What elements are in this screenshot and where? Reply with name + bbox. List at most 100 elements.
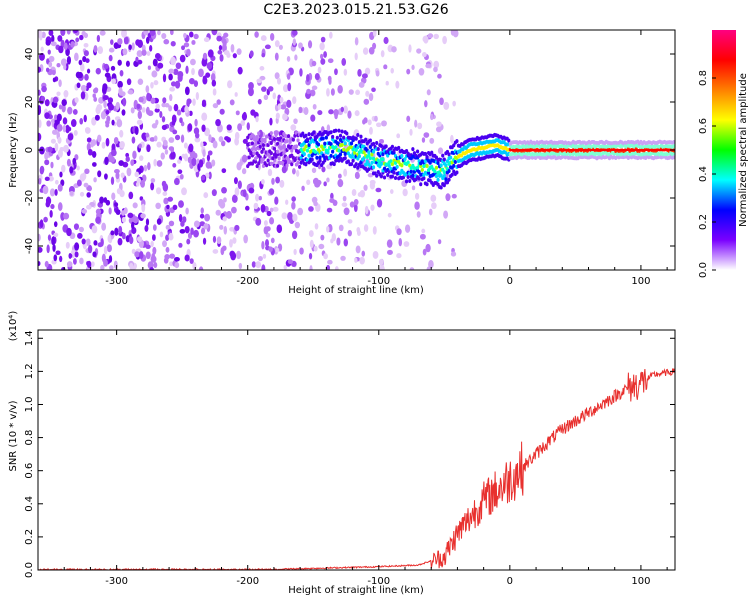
- spectrogram-cell: [291, 196, 296, 202]
- spectrogram-cell: [143, 30, 149, 36]
- spectrogram-ridge-cell: [329, 130, 333, 135]
- spectrogram-cell: [146, 144, 151, 153]
- spectrogram-cell: [131, 42, 135, 51]
- spectrogram-cell: [92, 251, 97, 258]
- spectrogram-ridge-cell: [450, 172, 454, 177]
- spectrogram-cell: [368, 92, 374, 102]
- spectrogram-cell: [118, 160, 125, 166]
- spectrogram-cell: [119, 190, 125, 198]
- spectrogram-cell: [53, 254, 58, 262]
- spectrogram-cell: [105, 120, 110, 125]
- spectrogram-cell: [53, 232, 59, 238]
- spectrogram-cell: [150, 240, 154, 248]
- spectrogram-cell: [242, 189, 247, 198]
- snr-frame: [37, 329, 676, 571]
- spectrogram-cell: [363, 98, 370, 105]
- spectrogram-cell: [55, 250, 61, 256]
- spectrogram-cell: [260, 35, 267, 42]
- spectrogram-cell: [363, 184, 368, 191]
- spectrogram-cell: [255, 261, 262, 269]
- spectrogram-cell: [163, 197, 169, 205]
- spectrogram-cell: [70, 41, 75, 48]
- snr-ytick-label: 1.4: [24, 330, 35, 346]
- spectrogram-cell: [436, 121, 442, 127]
- spectrogram-cell: [279, 179, 285, 188]
- snr-ytick-label: 0.4: [24, 496, 35, 512]
- spectrogram-cell: [194, 118, 198, 127]
- spectrogram-ridge-cell: [279, 136, 283, 141]
- spectrogram-ridge-cell: [354, 162, 358, 167]
- spectrogram-cell: [265, 239, 269, 248]
- spectrogram-ridge-cell: [447, 177, 451, 182]
- spectrogram-cell: [96, 34, 101, 43]
- spectrogram-cell: [105, 137, 110, 147]
- spectrogram-cell: [188, 78, 195, 85]
- spectrogram-cell: [44, 112, 50, 120]
- spectrogram-cell: [38, 89, 41, 96]
- spectrogram-cell: [59, 171, 63, 178]
- spectrogram-cell: [409, 128, 413, 136]
- spectrogram-cell: [163, 39, 170, 45]
- spectrogram-cell: [177, 159, 182, 164]
- spectrogram-cell: [174, 261, 180, 269]
- spectrogram-cell: [145, 106, 150, 115]
- spectrogram-cell: [234, 131, 240, 140]
- spectrogram-cell: [134, 171, 139, 178]
- spectrogram-cell: [167, 196, 174, 202]
- snr-ytick-label: 1.2: [24, 363, 35, 379]
- spectrogram-cell: [451, 193, 457, 199]
- spectrogram-cell: [162, 73, 167, 83]
- spectrogram-cell: [147, 261, 154, 270]
- spectrogram-cell: [246, 122, 250, 131]
- spectrogram-cell: [326, 88, 330, 97]
- spectrogram-cell: [336, 237, 341, 246]
- spectrogram-cell: [406, 68, 411, 75]
- spectrogram-cell: [184, 86, 190, 96]
- spectrogram-ridge-cell: [342, 147, 346, 152]
- spectrogram-cell: [41, 31, 46, 39]
- spectrogram-cell: [286, 73, 291, 80]
- spectrogram-cell: [81, 208, 88, 214]
- spectrogram-ridge-cell: [442, 170, 446, 175]
- spectrogram-cell: [169, 261, 174, 267]
- spectrogram-cell: [156, 218, 162, 225]
- spectrogram-ridge-cell: [271, 156, 275, 161]
- spectrogram-cell: [168, 232, 174, 241]
- spectrogram-cell: [161, 116, 166, 123]
- spectrogram-ridge-cell: [441, 153, 445, 158]
- spectrogram-ridge-cell: [370, 160, 374, 165]
- spectrogram-cell: [428, 208, 433, 216]
- spectrogram-cell: [115, 172, 120, 180]
- spectrogram-cell: [58, 45, 64, 54]
- spectrogram-ridge-cell: [386, 172, 390, 177]
- spectrogram-cell: [59, 255, 63, 263]
- spectrogram-cell: [121, 30, 127, 38]
- spectrogram-ridge-cell: [389, 159, 393, 164]
- spectrogram-ridge-cell: [672, 139, 675, 144]
- spectrogram-ridge-cell: [420, 167, 424, 172]
- spectrogram-cell: [178, 213, 183, 223]
- spectrogram-cell: [226, 52, 231, 58]
- spectrogram-cell: [181, 187, 187, 196]
- spectrogram-ridge-cell: [349, 162, 354, 167]
- spectrogram-ridge-cell: [326, 148, 330, 153]
- spectrogram-cell: [172, 129, 178, 135]
- spectrogram-cell: [199, 213, 205, 219]
- spectrogram-ridge-cell: [425, 182, 429, 187]
- spectrogram-cell: [187, 156, 193, 164]
- spectrogram-ridge-cell: [253, 138, 258, 143]
- spectrogram-cell: [126, 167, 132, 177]
- spectrogram-cell: [429, 137, 435, 144]
- spectrogram-cell: [111, 192, 116, 201]
- spectrogram-cell: [343, 168, 348, 177]
- spectrogram-cell: [351, 188, 357, 197]
- spectrogram-cell: [291, 230, 298, 240]
- spectrogram-cell: [108, 54, 113, 62]
- spectrogram-cell: [218, 136, 224, 143]
- spectrogram-cell: [121, 216, 126, 223]
- spectrogram-cell: [329, 197, 335, 204]
- spectrogram-ridge-cell: [301, 158, 305, 163]
- snr-xtick-label: 0: [507, 576, 513, 587]
- spectrogram-cell: [349, 201, 355, 208]
- spectrogram-ridge-cell: [261, 163, 266, 168]
